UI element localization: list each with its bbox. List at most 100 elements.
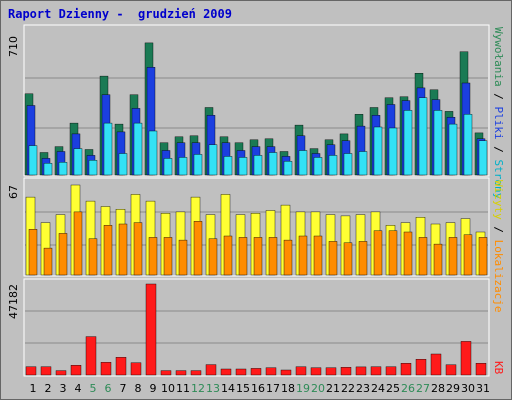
day-label-23: 23 [356, 382, 370, 395]
strony-bar-6 [103, 122, 113, 176]
kb-bar-29 [445, 364, 457, 376]
day-label-9: 9 [150, 382, 157, 395]
strony-bar-19 [298, 150, 308, 176]
kb-bar-4 [70, 365, 82, 376]
kb-bar-3 [55, 370, 67, 376]
legend-top-part-0: Wywołania [492, 27, 505, 87]
lokalizacje-bar-15 [238, 237, 248, 276]
kb-bar-13 [205, 364, 217, 376]
lokalizacje-bar-19 [298, 235, 308, 276]
strony-bar-22 [343, 153, 353, 176]
lokalizacje-bar-8 [133, 222, 143, 276]
legend-top: Wywołania / Pliki / Strony [492, 27, 505, 200]
day-label-29: 29 [446, 382, 460, 395]
kb-bar-28 [430, 353, 442, 376]
strony-bar-5 [88, 160, 98, 176]
strony-bar-13 [208, 144, 218, 176]
kb-bar-14 [220, 368, 232, 376]
day-label-4: 4 [75, 382, 82, 395]
max-label-2: 47182 [7, 284, 20, 319]
lokalizacje-bar-9 [148, 237, 158, 276]
strony-bar-23 [358, 151, 368, 176]
day-label-30: 30 [461, 382, 475, 395]
legend-top-part-1: / [492, 87, 505, 107]
day-label-19: 19 [296, 382, 310, 395]
strony-bar-29 [448, 123, 458, 176]
day-label-2: 2 [45, 382, 52, 395]
legend-middle-part-2: Lokalizacje [492, 240, 505, 313]
strony-bar-25 [388, 127, 398, 176]
day-label-21: 21 [326, 382, 340, 395]
kb-bar-30 [460, 341, 472, 376]
day-label-3: 3 [60, 382, 67, 395]
day-label-25: 25 [386, 382, 400, 395]
kb-bar-22 [340, 367, 352, 376]
lokalizacje-bar-18 [283, 239, 293, 276]
lokalizacje-bar-26 [403, 231, 413, 276]
strony-bar-28 [433, 110, 443, 176]
lokalizacje-bar-29 [448, 237, 458, 276]
kb-bar-20 [310, 367, 322, 376]
day-label-11: 11 [176, 382, 190, 395]
kb-bar-21 [325, 367, 337, 376]
day-label-22: 22 [341, 382, 355, 395]
day-label-17: 17 [266, 382, 280, 395]
kb-bar-17 [265, 367, 277, 376]
lokalizacje-bar-10 [163, 237, 173, 276]
strony-bar-2 [43, 163, 53, 176]
legend-middle-part-1: / [492, 220, 505, 240]
kb-bar-11 [175, 370, 187, 376]
axis-labels: 1 2 3 4 5 6 7 8 9 10 11 12 13 14 15 16 17 18 19 20 21 22 23 24 2… [7, 27, 505, 395]
kb-bar-18 [280, 369, 292, 376]
kb-panel [23, 278, 490, 377]
bar-marks [24, 42, 488, 376]
strony-bar-1 [28, 145, 38, 176]
legend-middle: Wizyty / Lokalizacje [492, 180, 505, 312]
kb-bar-6 [100, 362, 112, 376]
lokalizacje-bar-28 [433, 243, 443, 276]
kb-bar-16 [250, 368, 262, 376]
strony-bar-27 [418, 97, 428, 176]
strony-bar-16 [253, 155, 263, 176]
kb-bar-1 [25, 366, 37, 376]
strony-bar-3 [58, 162, 68, 176]
day-label-27: 27 [416, 382, 430, 395]
strony-bar-4 [73, 148, 83, 176]
lokalizacje-bar-13 [208, 238, 218, 276]
day-label-5: 5 [90, 382, 97, 395]
lokalizacje-bar-24 [373, 230, 383, 276]
day-label-24: 24 [371, 382, 385, 395]
strony-bar-31 [478, 140, 488, 176]
kb-bar-23 [355, 366, 367, 376]
strony-bar-10 [163, 158, 173, 176]
lokalizacje-bar-16 [253, 237, 263, 276]
kb-bar-8 [130, 362, 142, 376]
legend-middle-part-0: Wizyty [492, 180, 505, 220]
kb-bar-15 [235, 368, 247, 376]
max-label-0: 710 [7, 36, 20, 57]
lokalizacje-bar-14 [223, 235, 233, 276]
legend-top-part-4: Strony [492, 159, 505, 199]
legend-top-part-2: Pliki [492, 106, 505, 139]
strony-bar-21 [328, 155, 338, 176]
lokalizacje-bar-22 [343, 242, 353, 276]
day-label-8: 8 [135, 382, 142, 395]
report-title: Raport Dzienny - grudzień 2009 [8, 7, 232, 21]
lokalizacje-bar-21 [328, 241, 338, 276]
lokalizacje-bar-2 [43, 247, 53, 276]
lokalizacje-bar-7 [118, 223, 128, 276]
lokalizacje-bar-30 [463, 234, 473, 276]
strony-bar-9 [148, 130, 158, 176]
kb-bar-2 [40, 366, 52, 376]
day-label-1: 1 [30, 382, 37, 395]
day-label-26: 26 [401, 382, 415, 395]
lokalizacje-bar-23 [358, 241, 368, 276]
lokalizacje-bar-12 [193, 221, 203, 276]
lokalizacje-bar-6 [103, 225, 113, 276]
lokalizacje-bar-3 [58, 233, 68, 276]
day-label-14: 14 [221, 382, 235, 395]
kb-bar-10 [160, 370, 172, 376]
kb-bar-19 [295, 366, 307, 376]
legend-bottom-part-0: KB [492, 361, 505, 375]
kb-bar-9 [145, 283, 157, 376]
